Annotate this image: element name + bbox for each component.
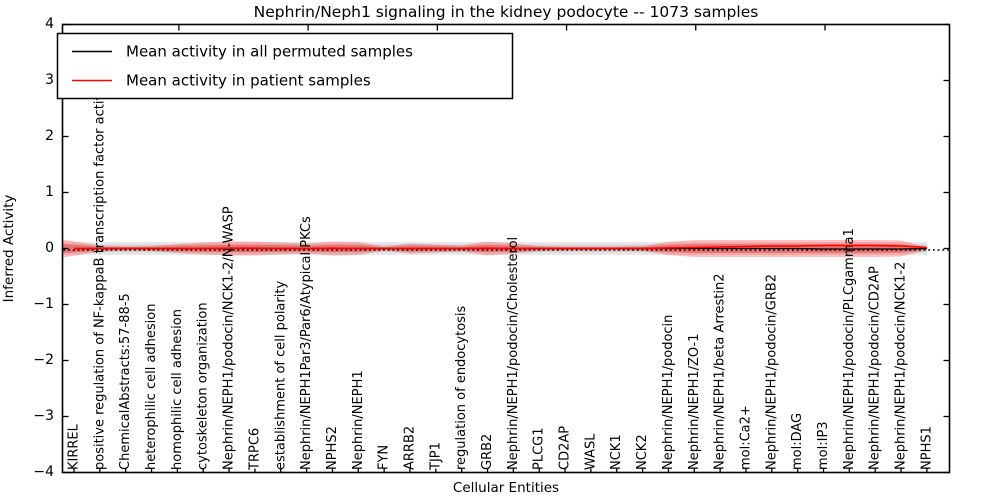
x-tick-label: Nephrin/NEPH1: [351, 370, 366, 470]
x-tick-label: Nephrin/NEPH1/beta Arrestin2: [713, 274, 728, 471]
y-tick-label: 4: [45, 16, 54, 32]
x-tick-label: Nephrin/NEPH1/podocin/PLCgamma1: [842, 228, 857, 470]
x-tick-label: Nephrin/NEPH1/ZO-1: [687, 334, 702, 470]
x-tick-label: Nephrin/NEPH1/podocin: [661, 315, 676, 470]
x-tick-label: positive regulation of NF-kappaB transcr…: [92, 76, 107, 470]
x-tick-label: Nephrin/NEPH1/podocin/GRB2: [764, 274, 779, 470]
x-tick-label: Nephrin/NEPH1/podocin/NCK1-2: [894, 262, 909, 470]
patient-mean-line: [74, 244, 927, 250]
x-tick-label: KIRREL: [67, 423, 82, 470]
x-tick-label: mol:IP3: [816, 421, 831, 470]
y-tick-labels: 4 3 2 1 0 −1 −2 −3 −4: [33, 16, 54, 480]
y-tick-label: −4: [33, 464, 54, 480]
x-tick-label: regulation of endocytosis: [454, 305, 469, 470]
x-tick-labels: KIRREL positive regulation of NF-kappaB t…: [67, 76, 935, 471]
x-tick-label: Nephrin/NEPH1/podocin/NCK1-2/N-WASP: [222, 206, 237, 470]
y-tick-label: 2: [45, 128, 54, 144]
x-tick-label: homophilic cell adhesion: [170, 309, 185, 470]
legend: Mean activity in all permuted samples Me…: [56, 32, 514, 100]
x-tick-label: NPHS1: [919, 426, 934, 470]
legend-box: [56, 32, 514, 100]
x-tick-label: PLCG1: [532, 427, 547, 470]
x-tick-label: TJP1: [428, 442, 443, 471]
legend-label-permuted: Mean activity in all permuted samples: [126, 43, 413, 61]
x-tick-label: GRB2: [480, 434, 495, 470]
x-tick-label: Nephrin/NEPH1Par3/Par6/Atypical PKCs: [299, 216, 314, 470]
x-tick-label: Nephrin/NEPH1/podocin/CD2AP: [868, 266, 883, 470]
y-tick-label: −1: [33, 296, 54, 312]
x-tick-label: cytoskeleton organization: [196, 302, 211, 470]
x-tick-label: NCK2: [635, 434, 650, 470]
y-tick-label: −2: [33, 352, 54, 368]
mean-lines: [63, 244, 949, 251]
x-tick-label: mol:Ca2+: [739, 405, 754, 470]
y-tick-label: −3: [33, 408, 54, 424]
x-tick-label: CD2AP: [558, 426, 573, 470]
x-tick-label: TRPC6: [247, 428, 262, 471]
x-tick-label: NPHS2: [325, 426, 340, 470]
x-tick-label: Nephrin/NEPH1/podocin/Cholesterol: [506, 237, 521, 470]
x-tick-label: mol:DAG: [790, 413, 805, 470]
y-axis-label: Inferred Activity: [1, 195, 17, 303]
chart-title: Nephrin/Neph1 signaling in the kidney po…: [254, 3, 759, 21]
plot-frame: [61, 23, 951, 474]
x-tick-label: ChemicalAbstracts:57-88-5: [118, 293, 133, 470]
y-tick-label: 0: [45, 240, 54, 256]
x-tick-label: establishment of cell polarity: [273, 281, 288, 470]
y-tick-label: 3: [45, 72, 54, 88]
x-tick-label: NCK1: [609, 434, 624, 470]
x-tick-label: ARRB2: [403, 426, 418, 470]
x-tick-label: FYN: [377, 445, 392, 470]
x-tick-label: heterophilic cell adhesion: [144, 304, 159, 471]
y-tick-label: 1: [45, 184, 54, 200]
x-axis-label: Cellular Entities: [453, 480, 559, 496]
x-tick-label: WASL: [583, 433, 598, 470]
legend-label-patient: Mean activity in patient samples: [126, 72, 371, 90]
